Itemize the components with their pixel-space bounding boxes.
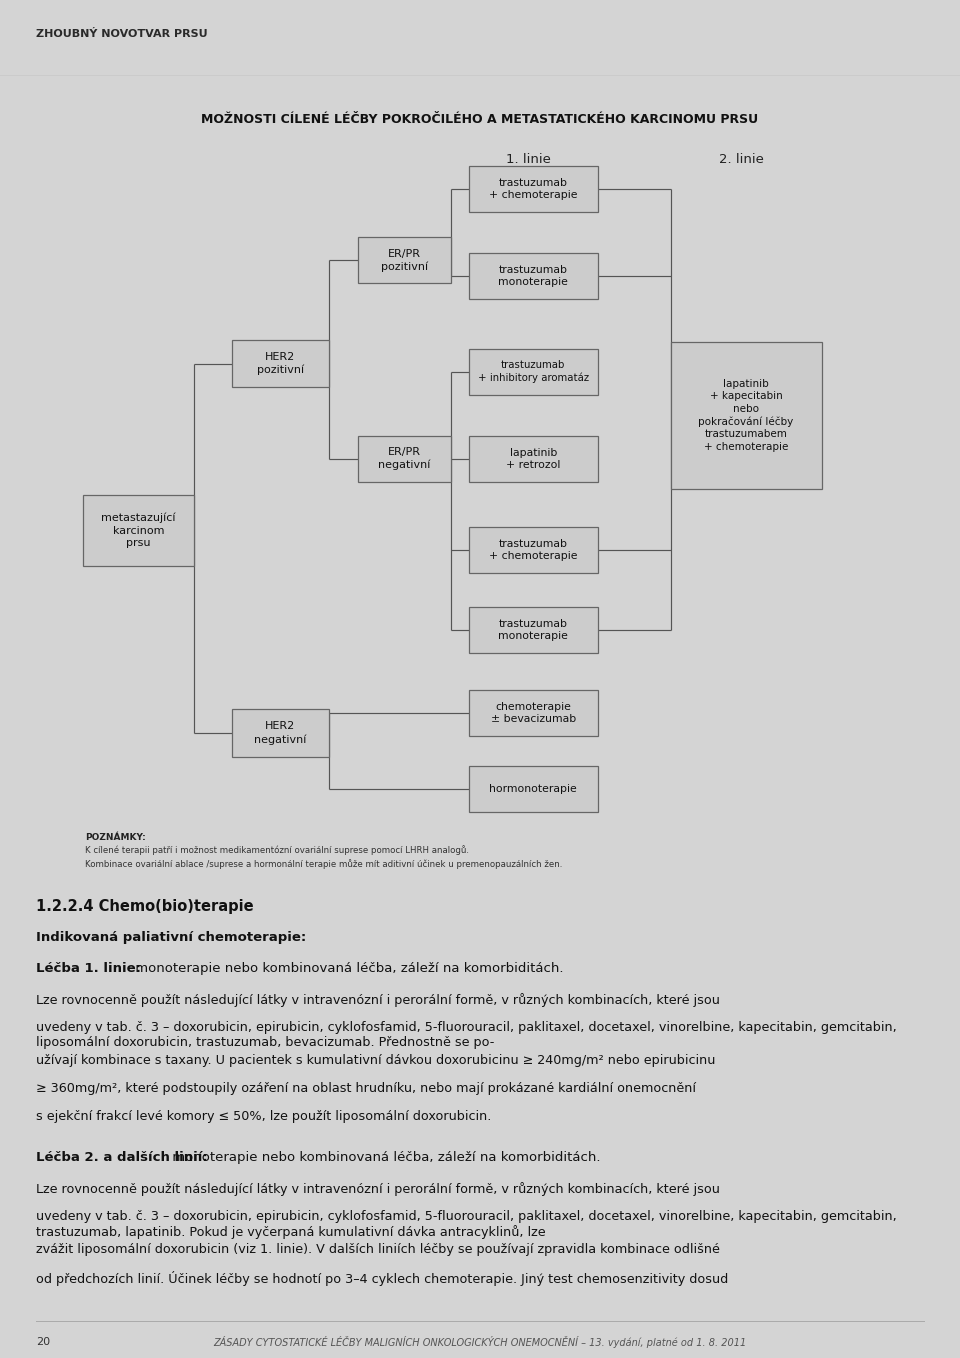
Text: chemoterapie
± bevacizumab: chemoterapie ± bevacizumab <box>491 702 576 724</box>
Text: monoterapie nebo kombinovaná léčba, záleží na komorbiditách.: monoterapie nebo kombinovaná léčba, zále… <box>168 1150 600 1164</box>
FancyBboxPatch shape <box>358 238 451 284</box>
Text: s ejekční frakcí levé komory ≤ 50%, lze použít liposomální doxorubicin.: s ejekční frakcí levé komory ≤ 50%, lze … <box>36 1111 492 1123</box>
Text: K cílené terapii patří i možnost medikamentózní ovariální suprese pomocí LHRH an: K cílené terapii patří i možnost medikam… <box>85 845 469 854</box>
Text: hormonoterapie: hormonoterapie <box>490 784 577 793</box>
Text: 1.2.2.4 Chemo(bio)terapie: 1.2.2.4 Chemo(bio)terapie <box>36 899 254 914</box>
Text: 20: 20 <box>36 1336 51 1347</box>
FancyBboxPatch shape <box>468 253 597 299</box>
FancyBboxPatch shape <box>231 340 329 387</box>
FancyBboxPatch shape <box>468 166 597 212</box>
Text: ER/PR
negativní: ER/PR negativní <box>378 447 431 470</box>
Text: ZHOUBNÝ NOVOTVAR PRSU: ZHOUBNÝ NOVOTVAR PRSU <box>36 30 208 39</box>
Text: HER2
negativní: HER2 negativní <box>254 721 306 744</box>
FancyBboxPatch shape <box>468 607 597 653</box>
Text: trastuzumab
monoterapie: trastuzumab monoterapie <box>498 618 568 641</box>
Text: Lze rovnocenně použít následující látky v intravenózní i perorální formě, v různ: Lze rovnocenně použít následující látky … <box>36 993 720 1006</box>
Text: 1. linie: 1. linie <box>506 153 551 166</box>
Text: uvedeny v tab. č. 3 – doxorubicin, epirubicin, cyklofosfamid, 5-fluorouracil, pa: uvedeny v tab. č. 3 – doxorubicin, epiru… <box>36 1210 898 1238</box>
Text: lapatinib
+ kapecitabin
nebo
pokračování léčby
trastuzumabem
+ chemoterapie: lapatinib + kapecitabin nebo pokračování… <box>699 379 794 452</box>
Text: lapatinib
+ retrozol: lapatinib + retrozol <box>506 448 561 470</box>
Text: ER/PR
pozitivní: ER/PR pozitivní <box>381 249 428 272</box>
Text: uvedeny v tab. č. 3 – doxorubicin, epirubicin, cyklofosfamid, 5-fluorouracil, pa: uvedeny v tab. č. 3 – doxorubicin, epiru… <box>36 1021 898 1050</box>
Text: trastuzumab
+ chemoterapie: trastuzumab + chemoterapie <box>489 178 578 200</box>
Text: trastuzumab
monoterapie: trastuzumab monoterapie <box>498 265 568 288</box>
Text: MOŽNOSTI CÍLENÉ LÉČBY POKROČILÉHO A METASTATICKÉHO KARCINOMU PRSU: MOŽNOSTI CÍLENÉ LÉČBY POKROČILÉHO A META… <box>202 113 758 126</box>
Text: zvážit liposomální doxorubicin (viz 1. linie). V dalších liniích léčby se použív: zvážit liposomální doxorubicin (viz 1. l… <box>36 1243 720 1256</box>
Text: trastuzumab
+ inhibitory aromatáz: trastuzumab + inhibitory aromatáz <box>478 360 588 383</box>
FancyBboxPatch shape <box>468 436 597 482</box>
Text: Léčba 1. linie:: Léčba 1. linie: <box>36 961 141 975</box>
Text: 2. linie: 2. linie <box>719 153 764 166</box>
Text: POZNÁMKY:: POZNÁMKY: <box>85 832 146 842</box>
FancyBboxPatch shape <box>468 527 597 573</box>
Text: metastazující
karcinom
prsu: metastazující karcinom prsu <box>101 513 176 549</box>
FancyBboxPatch shape <box>671 342 822 489</box>
Text: monoterapie nebo kombinovaná léčba, záleží na komorbiditách.: monoterapie nebo kombinovaná léčba, zále… <box>132 961 564 975</box>
Text: ≥ 360mg/m², které podstoupily ozáření na oblast hrudníku, nebo mají prokázané ka: ≥ 360mg/m², které podstoupily ozáření na… <box>36 1082 697 1095</box>
Text: trastuzumab
+ chemoterapie: trastuzumab + chemoterapie <box>489 539 578 561</box>
Text: Kombinace ovariální ablace /suprese a hormonální terapie může mít aditivní účine: Kombinace ovariální ablace /suprese a ho… <box>85 860 563 869</box>
FancyBboxPatch shape <box>358 436 451 482</box>
FancyBboxPatch shape <box>84 494 194 566</box>
Text: Léčba 2. a dalších linií:: Léčba 2. a dalších linií: <box>36 1150 208 1164</box>
Text: užívají kombinace s taxany. U pacientek s kumulativní dávkou doxorubicinu ≥ 240m: užívají kombinace s taxany. U pacientek … <box>36 1054 716 1067</box>
FancyBboxPatch shape <box>468 690 597 736</box>
Text: ZÁSADY CYTOSTATICKÉ LÉČBY MALIGNÍCH ONKOLOGICKÝCH ONEMOCNĚNÍ – 13. vydání, platn: ZÁSADY CYTOSTATICKÉ LÉČBY MALIGNÍCH ONKO… <box>213 1336 747 1347</box>
Text: Indikovaná paliativní chemoterapie:: Indikovaná paliativní chemoterapie: <box>36 932 307 944</box>
Text: Lze rovnocenně použít následující látky v intravenózní i perorální formě, v různ: Lze rovnocenně použít následující látky … <box>36 1181 720 1195</box>
Text: od předchozích linií. Účinek léčby se hodnotí po 3–4 cyklech chemoterapie. Jiný : od předchozích linií. Účinek léčby se ho… <box>36 1271 729 1286</box>
FancyBboxPatch shape <box>468 766 597 812</box>
FancyBboxPatch shape <box>468 349 597 395</box>
FancyBboxPatch shape <box>231 709 329 756</box>
Text: HER2
pozitivní: HER2 pozitivní <box>257 352 304 375</box>
